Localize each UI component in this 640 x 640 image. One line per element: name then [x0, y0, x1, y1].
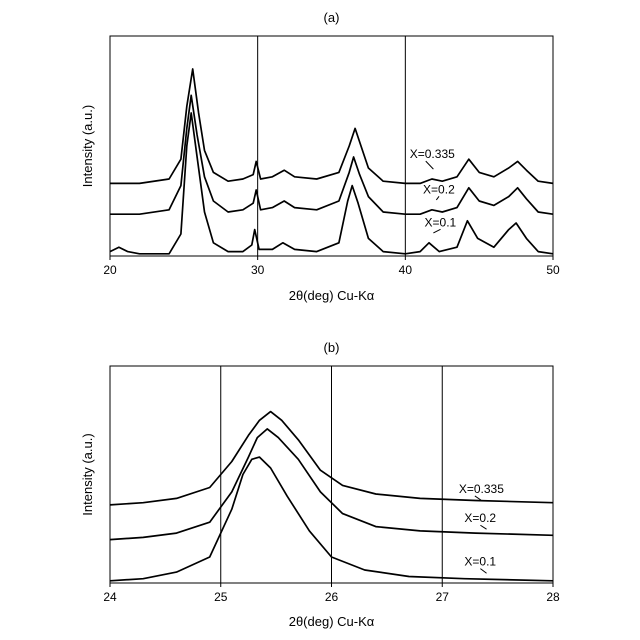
- x-tick-label: 40: [399, 263, 413, 277]
- series-label-leader: [480, 525, 486, 529]
- series-line: [110, 69, 553, 183]
- series-label-leader: [436, 196, 439, 200]
- series-label-leader: [475, 496, 481, 500]
- series-label: X=0.335: [459, 482, 504, 496]
- series-label: X=0.2: [423, 182, 455, 196]
- x-tick-label: 25: [214, 590, 228, 604]
- series-label-leader: [480, 569, 486, 574]
- y-axis-label: Intensity (a.u.): [80, 105, 95, 187]
- panel-b: (b) 24 25 26 27 28 X=0.335 X=0.2 X=0.1 2θ(deg) Cu…: [80, 340, 560, 629]
- series-label: X=0.2: [464, 511, 496, 525]
- x-tick-label: 27: [436, 590, 450, 604]
- x-tick-label: 26: [325, 590, 339, 604]
- x-tick-label: 24: [103, 590, 117, 604]
- series-label: X=0.1: [464, 555, 496, 569]
- series-line: [110, 113, 553, 254]
- plot-frame: [110, 36, 553, 256]
- panel-title: (b): [324, 340, 340, 355]
- series-line: [110, 95, 553, 214]
- y-axis-label: Intensity (a.u.): [80, 433, 95, 515]
- x-axis-label: 2θ(deg) Cu-Kα: [289, 288, 375, 303]
- panel-a: (a) 20 30 40 50 X=0.335 X=0.2 X=0.1 2θ(deg) Cu-K…: [80, 10, 560, 303]
- x-tick-label: 28: [546, 590, 560, 604]
- x-axis-label: 2θ(deg) Cu-Kα: [289, 614, 375, 629]
- x-tick-label: 50: [546, 263, 560, 277]
- series-label: X=0.1: [425, 215, 457, 229]
- panel-title: (a): [324, 10, 340, 25]
- series-label-leader: [433, 229, 440, 233]
- series-label-leader: [426, 161, 434, 169]
- series-label: X=0.335: [410, 147, 455, 161]
- x-tick-label: 30: [251, 263, 265, 277]
- x-tick-label: 20: [103, 263, 117, 277]
